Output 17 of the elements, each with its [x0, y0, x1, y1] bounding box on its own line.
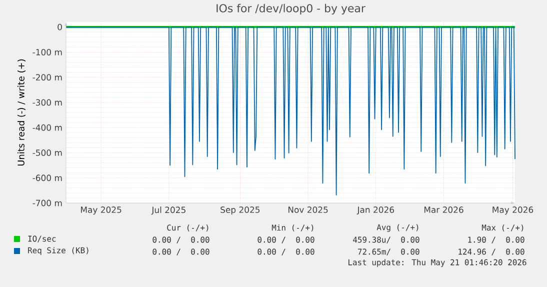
chart-title: IOs for /dev/loop0 - by year — [216, 4, 366, 15]
y-tick-label: -300 m — [32, 99, 62, 106]
y-tick-label: 0 — [58, 24, 62, 30]
x-tick-label: May 2025 — [81, 206, 122, 215]
y-tick-label: -100 m — [32, 48, 62, 56]
x-tick-label: Jul 2025 — [151, 206, 186, 215]
y-tick-label: -200 m — [32, 74, 62, 81]
x-tick-label: Mar 2026 — [424, 206, 464, 213]
x-tick-label: Jan 2026 — [356, 206, 394, 215]
x-tick-label: Nov 2025 — [288, 206, 328, 213]
y-tick-label: -600 m — [32, 174, 62, 182]
x-tick-label: May 2026 — [492, 206, 534, 215]
y-tick-label: -500 m — [32, 150, 62, 156]
x-tick-label: Sep 2025 — [220, 206, 260, 215]
y-tick-label: -400 m — [32, 124, 62, 131]
y-axis-title: Units read (-) / write (+) — [17, 59, 26, 166]
y-tick-label: -700 m — [32, 200, 62, 206]
